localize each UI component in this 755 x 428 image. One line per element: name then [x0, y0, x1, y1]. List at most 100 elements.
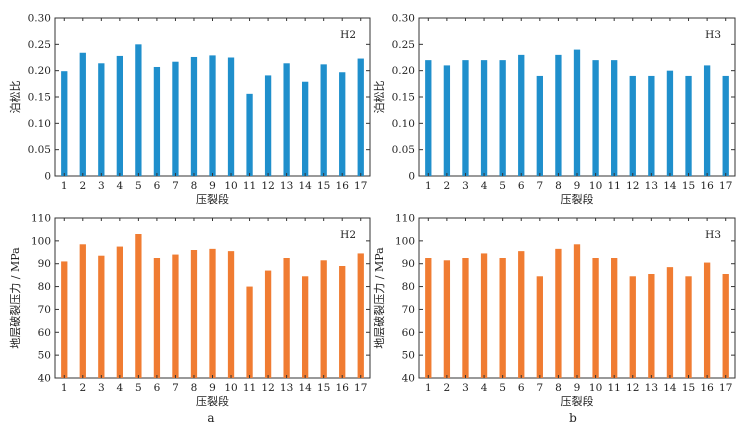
y-tick-label: 0.30 — [28, 13, 51, 25]
x-tick-label: 7 — [172, 180, 179, 192]
x-tick-label: 16 — [336, 180, 350, 192]
x-tick-label: 5 — [499, 180, 506, 192]
bar-6 — [518, 54, 525, 177]
panel-letter-b: b — [569, 411, 577, 425]
x-tick-label: 7 — [172, 382, 179, 394]
bar-7 — [536, 276, 543, 378]
y-tick-label: 0.25 — [28, 39, 51, 51]
x-tick-label: 6 — [518, 382, 525, 394]
bar-1 — [61, 71, 68, 176]
x-tick-label: 4 — [481, 382, 488, 394]
bar-2 — [79, 244, 86, 378]
y-tick-label: 0.15 — [28, 92, 51, 104]
x-tick-label: 17 — [719, 382, 732, 394]
x-tick-label: 13 — [645, 382, 658, 394]
bar-16 — [703, 262, 711, 378]
y-tick-label: 0.25 — [392, 39, 415, 51]
bar-14 — [666, 267, 674, 378]
y-tick-label: 70 — [402, 304, 415, 316]
bar-8 — [190, 250, 198, 378]
y-tick-label: 0.15 — [392, 92, 415, 104]
y-tick-label: 100 — [395, 235, 415, 247]
x-tick-label: 10 — [589, 180, 602, 192]
y-tick-label: 70 — [38, 304, 51, 316]
bar-9 — [209, 55, 216, 176]
y-tick-label: 0 — [44, 171, 51, 183]
x-tick-label: 17 — [354, 180, 367, 192]
x-tick-label: 5 — [135, 382, 142, 394]
bar-12 — [629, 75, 636, 176]
bar-12 — [264, 75, 272, 176]
x-tick-label: 15 — [682, 180, 695, 192]
y-tick-label: 100 — [31, 235, 51, 247]
bar-10 — [227, 57, 235, 176]
x-tick-label: 7 — [536, 180, 543, 192]
x-tick-label: 9 — [574, 382, 581, 394]
bar-7 — [536, 75, 543, 176]
x-tick-label: 1 — [425, 180, 432, 192]
y-tick-label: 110 — [31, 213, 51, 225]
x-tick-label: 12 — [261, 382, 274, 394]
bar-12 — [264, 270, 272, 378]
x-tick-label: 2 — [79, 382, 86, 394]
bar-17 — [722, 274, 729, 378]
x-tick-label: 1 — [425, 382, 432, 394]
y-axis-label: 泊松比 — [8, 81, 22, 114]
x-tick-label: 5 — [499, 382, 506, 394]
bar-5 — [499, 60, 506, 176]
x-tick-label: 16 — [700, 382, 714, 394]
y-tick-label: 60 — [402, 327, 415, 339]
x-tick-label: 9 — [574, 180, 581, 192]
bar-12 — [629, 276, 636, 378]
x-tick-label: 13 — [280, 180, 293, 192]
x-tick-label: 6 — [518, 180, 525, 192]
x-tick-label: 10 — [224, 382, 237, 394]
x-tick-label: 1 — [61, 180, 68, 192]
x-tick-label: 2 — [444, 382, 451, 394]
y-tick-label: 0 — [408, 171, 415, 183]
series-tag: H2 — [340, 229, 356, 241]
chart-panel-1: 00.050.100.150.200.250.301 2 3 4 5 6 7 8 9 10 11 12… — [8, 13, 371, 206]
x-tick-label: 12 — [626, 180, 639, 192]
x-tick-label: 8 — [191, 180, 198, 192]
x-tick-label: 11 — [607, 180, 620, 192]
bar-13 — [648, 274, 655, 378]
x-tick-label: 14 — [663, 382, 677, 394]
bar-13 — [283, 63, 290, 176]
bar-8 — [555, 248, 562, 378]
bar-16 — [339, 72, 346, 176]
x-tick-label: 17 — [719, 180, 732, 192]
x-tick-label: 6 — [154, 180, 161, 192]
y-tick-label: 0.20 — [28, 65, 51, 77]
y-tick-label: 90 — [402, 258, 415, 270]
x-tick-label: 14 — [298, 382, 312, 394]
x-tick-label: 4 — [481, 180, 488, 192]
bar-13 — [648, 75, 655, 176]
bar-1 — [61, 261, 68, 378]
bar-16 — [339, 266, 346, 378]
y-tick-label: 0.10 — [28, 118, 51, 130]
x-axis-label: 压裂段 — [196, 192, 229, 206]
x-tick-label: 14 — [663, 180, 677, 192]
bar-16 — [703, 65, 711, 176]
bar-5 — [499, 258, 506, 378]
x-tick-label: 8 — [555, 180, 562, 192]
bar-10 — [227, 251, 235, 378]
y-tick-label: 40 — [402, 373, 415, 385]
x-tick-label: 4 — [117, 382, 124, 394]
bar-7 — [172, 254, 179, 378]
x-tick-label: 4 — [117, 180, 124, 192]
x-tick-label: 13 — [645, 180, 658, 192]
bar-9 — [573, 49, 581, 176]
bar-10 — [592, 60, 599, 176]
bar-3 — [98, 63, 105, 176]
x-tick-label: 11 — [243, 180, 256, 192]
bar-4 — [116, 55, 123, 176]
y-axis-label: 地层破裂压力 / MPa — [372, 247, 386, 349]
x-tick-label: 11 — [607, 382, 620, 394]
x-axis-label: 压裂段 — [561, 192, 594, 206]
bar-3 — [98, 255, 105, 378]
bar-14 — [302, 276, 309, 378]
